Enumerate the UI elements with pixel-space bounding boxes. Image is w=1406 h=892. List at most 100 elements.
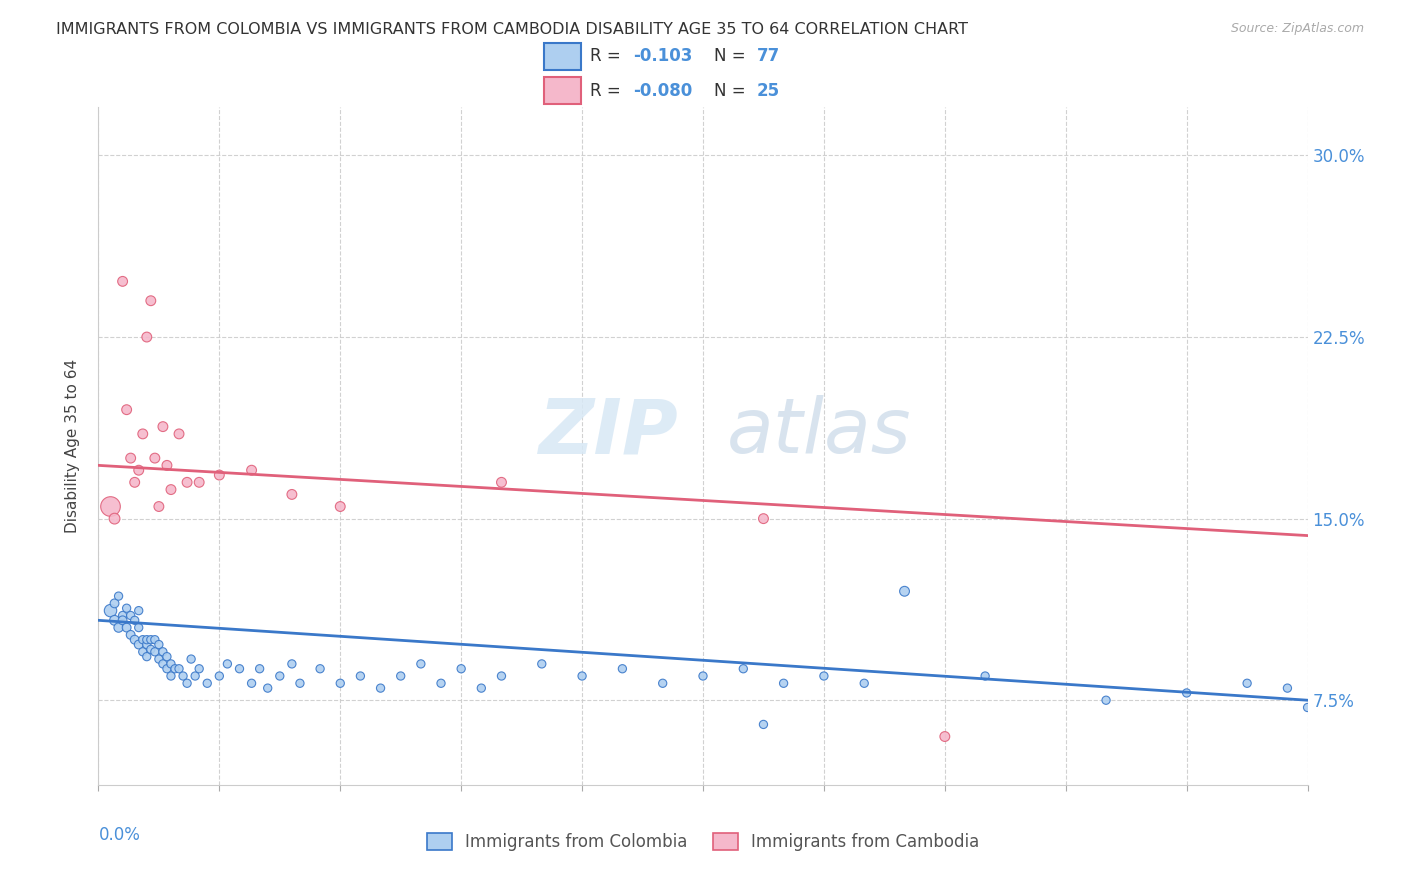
Point	[180, 652, 202, 666]
Point	[156, 649, 179, 664]
Point	[288, 676, 311, 690]
Point	[143, 632, 166, 647]
Point	[491, 669, 513, 683]
Point	[107, 621, 129, 635]
Point	[128, 604, 150, 618]
Point	[389, 669, 412, 683]
Point	[111, 613, 134, 627]
Point	[349, 669, 371, 683]
Point	[491, 475, 513, 490]
Point	[120, 608, 142, 623]
Point	[752, 717, 775, 731]
Point	[893, 584, 915, 599]
Point	[1236, 676, 1258, 690]
Point	[1175, 686, 1198, 700]
Point	[148, 638, 170, 652]
Point	[148, 500, 170, 514]
FancyBboxPatch shape	[544, 78, 581, 104]
Point	[249, 662, 271, 676]
Point	[813, 669, 835, 683]
Text: N =: N =	[714, 82, 751, 100]
Point	[128, 638, 150, 652]
Point	[370, 681, 392, 695]
Point	[132, 426, 155, 441]
Point	[100, 500, 122, 514]
Point	[156, 458, 179, 473]
Point	[124, 475, 146, 490]
Point	[163, 662, 186, 676]
Point	[172, 669, 194, 683]
Point	[240, 676, 263, 690]
Point	[135, 330, 157, 344]
Point	[208, 669, 231, 683]
Point	[156, 662, 179, 676]
Point	[100, 604, 122, 618]
Point	[120, 451, 142, 466]
Point	[450, 662, 472, 676]
Point	[692, 669, 714, 683]
Legend: Immigrants from Colombia, Immigrants from Cambodia: Immigrants from Colombia, Immigrants fro…	[420, 827, 986, 858]
Point	[111, 608, 134, 623]
Text: 0.0%: 0.0%	[98, 826, 141, 844]
Point	[152, 645, 174, 659]
Point	[143, 451, 166, 466]
Text: Source: ZipAtlas.com: Source: ZipAtlas.com	[1230, 22, 1364, 36]
Point	[571, 669, 593, 683]
Y-axis label: Disability Age 35 to 64: Disability Age 35 to 64	[65, 359, 80, 533]
Point	[143, 645, 166, 659]
Point	[329, 676, 352, 690]
Point	[195, 676, 218, 690]
Point	[152, 419, 174, 434]
Point	[934, 730, 956, 744]
Point	[115, 601, 138, 615]
Point	[329, 500, 352, 514]
Point	[1296, 700, 1319, 714]
Point	[752, 511, 775, 525]
Text: N =: N =	[714, 47, 751, 65]
Point	[256, 681, 278, 695]
Point	[176, 676, 198, 690]
Point	[139, 632, 162, 647]
Point	[651, 676, 673, 690]
Point	[107, 589, 129, 603]
Point	[309, 662, 332, 676]
Text: R =: R =	[591, 82, 626, 100]
Point	[188, 475, 211, 490]
Point	[135, 632, 157, 647]
FancyBboxPatch shape	[544, 44, 581, 70]
Text: ZIP: ZIP	[538, 395, 679, 469]
Point	[409, 657, 432, 671]
Text: IMMIGRANTS FROM COLOMBIA VS IMMIGRANTS FROM CAMBODIA DISABILITY AGE 35 TO 64 COR: IMMIGRANTS FROM COLOMBIA VS IMMIGRANTS F…	[56, 22, 969, 37]
Point	[176, 475, 198, 490]
Point	[530, 657, 553, 671]
Point	[281, 657, 304, 671]
Point	[111, 274, 134, 288]
Point	[128, 463, 150, 477]
Text: 25: 25	[756, 82, 780, 100]
Point	[160, 657, 183, 671]
Point	[430, 676, 453, 690]
Point	[139, 293, 162, 308]
Point	[167, 426, 190, 441]
Text: R =: R =	[591, 47, 626, 65]
Point	[139, 642, 162, 657]
Point	[160, 669, 183, 683]
Point	[772, 676, 794, 690]
Point	[974, 669, 997, 683]
Point	[103, 596, 125, 610]
Point	[124, 632, 146, 647]
Point	[853, 676, 876, 690]
Point	[228, 662, 250, 676]
Point	[733, 662, 755, 676]
Point	[148, 652, 170, 666]
Point	[115, 402, 138, 417]
Point	[103, 613, 125, 627]
Point	[152, 657, 174, 671]
Point	[132, 632, 155, 647]
Point	[103, 511, 125, 525]
Text: atlas: atlas	[727, 395, 911, 469]
Point	[120, 628, 142, 642]
Point	[281, 487, 304, 501]
Point	[217, 657, 239, 671]
Point	[470, 681, 492, 695]
